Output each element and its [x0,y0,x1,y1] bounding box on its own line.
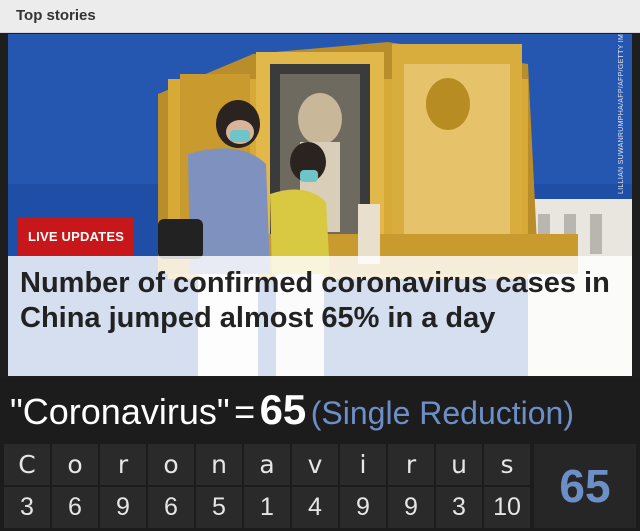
section-title: Top stories [16,7,96,24]
headline-overlay: Number of confirmed coronavirus cases in… [8,256,632,376]
cipher-value: 6 [52,487,98,528]
cipher-value: 9 [388,487,434,528]
cipher-value: 10 [484,487,530,528]
cipher-table: C o r o n a v i r u s 3 6 9 6 5 1 4 9 9 … [0,442,640,531]
cipher-letter: o [52,444,98,485]
equation-equals: = [234,391,256,432]
headline-link[interactable]: Number of confirmed coronavirus cases in… [20,267,610,334]
hero-story-card[interactable]: LILLIAN SUWANRUMPHA/AFP/AFP/GETTY IMAGES… [8,34,632,376]
cipher-letter: v [292,444,338,485]
cipher-letter: r [388,444,434,485]
cipher-value: 5 [196,487,242,528]
cipher-letter: r [100,444,146,485]
cipher-value: 4 [292,487,338,528]
cipher-letter: u [436,444,482,485]
photo-credit: LILLIAN SUWANRUMPHA/AFP/AFP/GETTY IMAGES [618,34,625,194]
cipher-letter: n [196,444,242,485]
cipher-letter: C [4,444,50,485]
equation-word: "Coronavirus" [10,391,230,432]
equation-result: 65 [259,386,307,433]
hero-photo [8,34,632,376]
cipher-total-value: 65 [559,460,611,512]
cipher-letter: o [148,444,194,485]
equation-cipher-note: (Single Reduction) [310,395,574,431]
section-header: Top stories [0,0,640,33]
cipher-grid: C o r o n a v i r u s 3 6 9 6 5 1 4 9 9 … [4,444,530,528]
gematria-equation: "Coronavirus" = 65 (Single Reduction) [0,378,640,442]
cipher-letter: s [484,444,530,485]
live-updates-badge: LIVE UPDATES [18,217,135,256]
cipher-total: 65 [534,444,636,528]
cipher-value: 9 [340,487,386,528]
cipher-value: 3 [4,487,50,528]
cipher-value: 6 [148,487,194,528]
cipher-letter: a [244,444,290,485]
cipher-value: 9 [100,487,146,528]
cipher-value: 3 [436,487,482,528]
cipher-letter: i [340,444,386,485]
cipher-value: 1 [244,487,290,528]
